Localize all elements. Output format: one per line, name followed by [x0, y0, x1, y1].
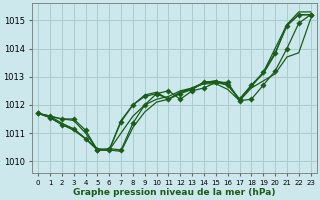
- X-axis label: Graphe pression niveau de la mer (hPa): Graphe pression niveau de la mer (hPa): [73, 188, 276, 197]
